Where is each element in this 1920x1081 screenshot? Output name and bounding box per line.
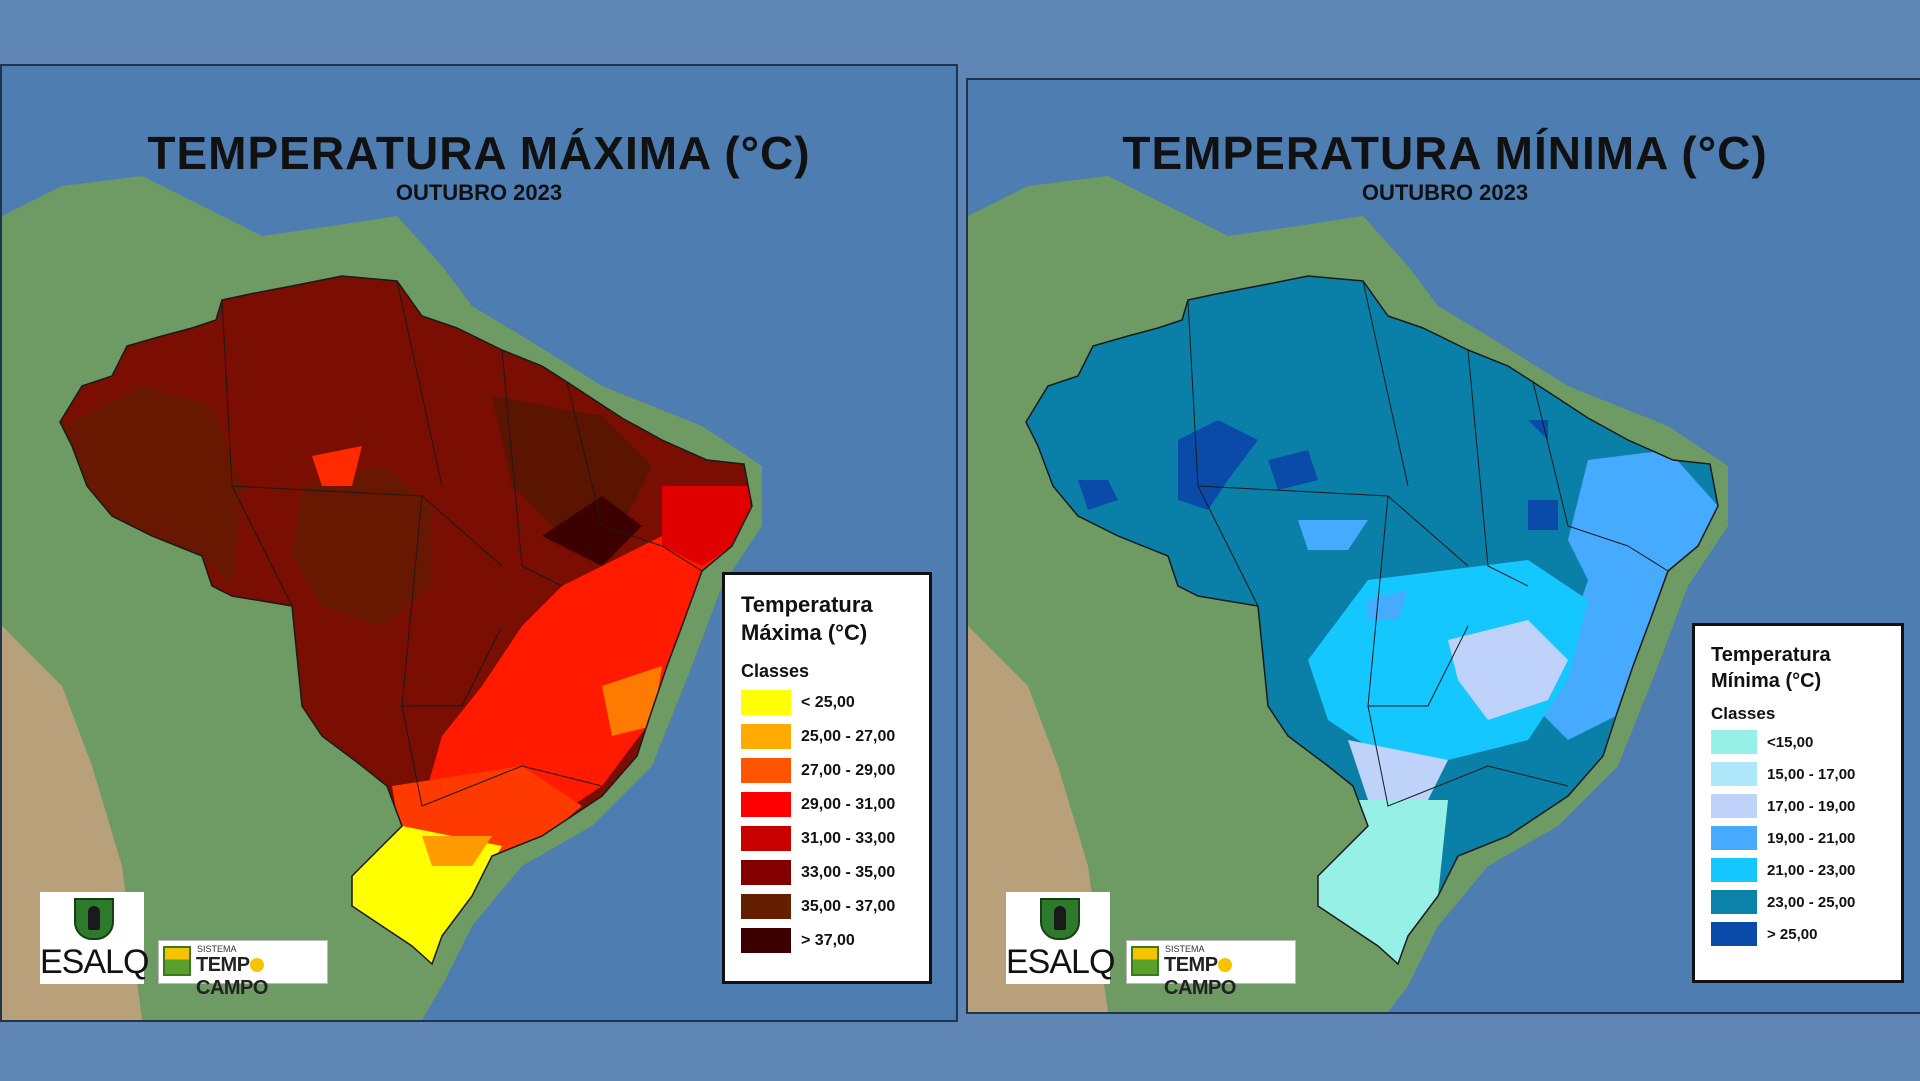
legend-label: 21,00 - 23,00 xyxy=(1767,861,1856,879)
legend-row: > 25,00 xyxy=(1711,922,1885,946)
legend-swatch xyxy=(741,894,791,919)
state-borders xyxy=(221,280,703,807)
legend-items: < 25,00 25,00 - 27,00 27,00 - 29,00 29,00 -… xyxy=(741,690,913,953)
legend-label: 31,00 - 33,00 xyxy=(801,829,896,847)
esalq-logo: ESALQ xyxy=(1006,892,1115,984)
map-panel-min: TEMPERATURA MÍNIMA (°C) OUTUBRO 2023 Tem… xyxy=(966,78,1920,1014)
min-legend: Temperatura Mínima (°C) Classes <15,00 15… xyxy=(1692,623,1904,983)
legend-classes-label: Classes xyxy=(1711,704,1776,723)
map-panel-max: TEMPERATURA MÁXIMA (°C) OUTUBRO 2023 Tem… xyxy=(0,64,958,1022)
esalq-shield-icon xyxy=(1040,898,1080,940)
max-map-subtitle: OUTUBRO 2023 xyxy=(395,180,563,205)
brazil-outline xyxy=(1025,275,1719,966)
legend-title-line1: Temperatura xyxy=(741,592,873,617)
legend-row: 27,00 - 29,00 xyxy=(741,758,913,783)
legend-swatch xyxy=(1711,922,1757,946)
legend-label: 33,00 - 35,00 xyxy=(801,863,896,881)
max-map-graphic xyxy=(2,66,956,1020)
min-map-subtitle: OUTUBRO 2023 xyxy=(1361,180,1529,205)
tempocampo-sistema: SISTEMA xyxy=(1165,944,1205,954)
max-legend: Temperatura Máxima (°C) Classes < 25,00 2… xyxy=(722,572,932,984)
esalq-logo: ESALQ xyxy=(40,892,149,984)
legend-swatch xyxy=(741,826,791,851)
legend-label: > 25,00 xyxy=(1767,925,1818,943)
legend-row: 17,00 - 19,00 xyxy=(1711,794,1885,818)
legend-row: 21,00 - 23,00 xyxy=(1711,858,1885,882)
legend-swatch xyxy=(741,724,791,749)
brazil-outline xyxy=(59,275,753,966)
legend-row: < 25,00 xyxy=(741,690,913,715)
legend-label: 29,00 - 31,00 xyxy=(801,795,896,813)
legend-label: 15,00 - 17,00 xyxy=(1767,765,1856,783)
legend-row: 29,00 - 31,00 xyxy=(741,792,913,817)
legend-swatch xyxy=(741,860,791,885)
tempocampo-mark-icon xyxy=(163,946,191,976)
tempocampo-wordmark: TEMPCAMPO xyxy=(1164,954,1236,999)
legend-title-line2: Máxima (°C) xyxy=(741,620,868,645)
state-borders xyxy=(1187,280,1669,807)
legend-label: 23,00 - 25,00 xyxy=(1767,893,1856,911)
legend-row: > 37,00 xyxy=(741,928,913,953)
esalq-wordmark: ESALQ xyxy=(1006,943,1115,981)
legend-label: 27,00 - 29,00 xyxy=(801,761,896,779)
legend-row: <15,00 xyxy=(1711,730,1885,754)
max-map-title: TEMPERATURA MÁXIMA (°C) xyxy=(147,127,811,179)
legend-row: 15,00 - 17,00 xyxy=(1711,762,1885,786)
legend-title-line2: Mínima (°C) xyxy=(1711,670,1822,692)
tempocampo-logo: SISTEMA TEMPCAMPO xyxy=(1126,940,1296,999)
legend-items: <15,00 15,00 - 17,00 17,00 - 19,00 19,00 - … xyxy=(1711,730,1885,946)
legend-swatch xyxy=(1711,762,1757,786)
legend-swatch xyxy=(1711,730,1757,754)
tempocampo-wordmark: TEMPCAMPO xyxy=(196,954,268,999)
legend-swatch xyxy=(741,928,791,953)
legend-swatch xyxy=(741,758,791,783)
legend-label: < 25,00 xyxy=(801,693,855,711)
legend-swatch xyxy=(1711,826,1757,850)
esalq-wordmark: ESALQ xyxy=(40,943,149,981)
legend-label: 19,00 - 21,00 xyxy=(1767,829,1856,847)
legend-row: 33,00 - 35,00 xyxy=(741,860,913,885)
legend-label: <15,00 xyxy=(1767,733,1814,751)
tempocampo-mark-icon xyxy=(1131,946,1159,976)
esalq-shield-icon xyxy=(74,898,114,940)
legend-label: 25,00 - 27,00 xyxy=(801,727,896,745)
legend-label: 17,00 - 19,00 xyxy=(1767,797,1856,815)
legend-title-line1: Temperatura xyxy=(1711,644,1831,666)
legend-row: 35,00 - 37,00 xyxy=(741,894,913,919)
legend-label: 35,00 - 37,00 xyxy=(801,897,896,915)
legend-row: 23,00 - 25,00 xyxy=(1711,890,1885,914)
legend-label: > 37,00 xyxy=(801,931,855,949)
tempocampo-logo: SISTEMA TEMPCAMPO xyxy=(158,940,328,999)
legend-swatch xyxy=(1711,858,1757,882)
min-map-title: TEMPERATURA MÍNIMA (°C) xyxy=(1122,127,1768,179)
tempocampo-sistema: SISTEMA xyxy=(197,944,237,954)
legend-swatch xyxy=(1711,794,1757,818)
legend-row: 25,00 - 27,00 xyxy=(741,724,913,749)
legend-classes-label: Classes xyxy=(741,661,810,681)
legend-row: 31,00 - 33,00 xyxy=(741,826,913,851)
legend-swatch xyxy=(1711,890,1757,914)
legend-row: 19,00 - 21,00 xyxy=(1711,826,1885,850)
legend-swatch xyxy=(741,792,791,817)
legend-swatch xyxy=(741,690,791,715)
